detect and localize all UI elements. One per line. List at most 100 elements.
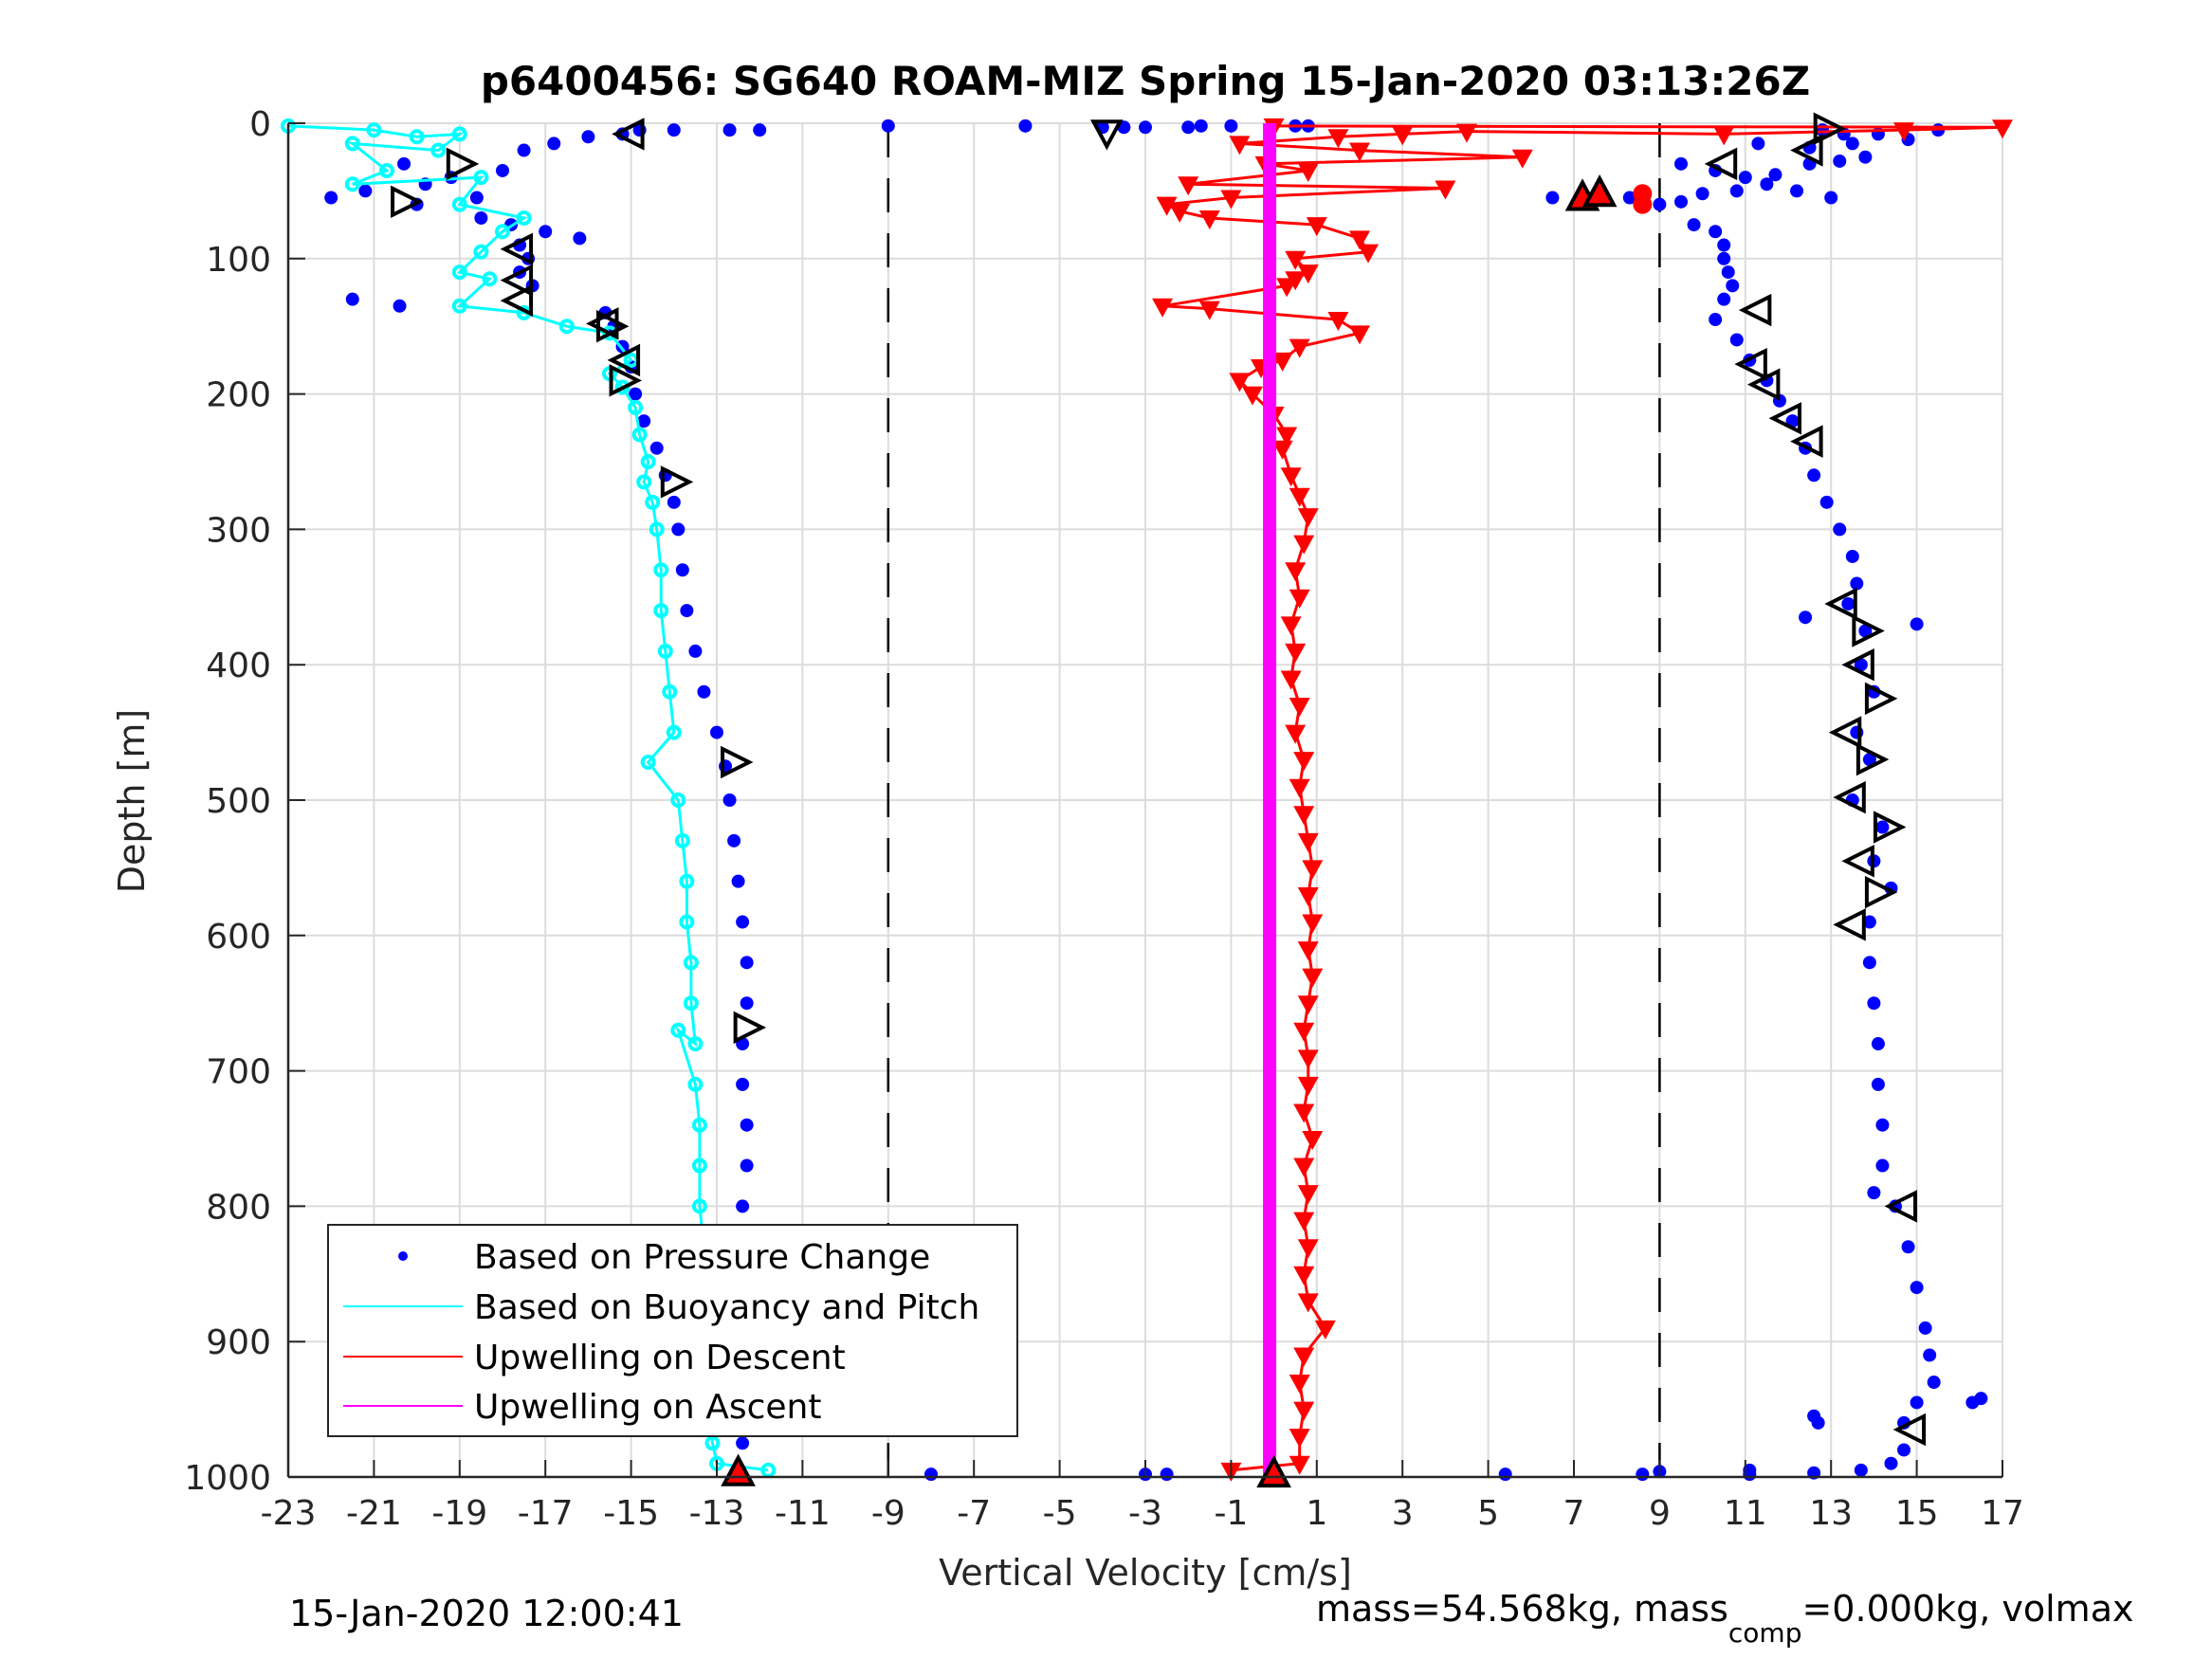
pressure-point (1729, 184, 1744, 198)
pressure-point (649, 441, 664, 455)
descent-upwelling-point (1314, 1320, 1336, 1340)
legend: Based on Pressure Change Based on Buoyan… (327, 1224, 1018, 1437)
descent-upwelling-point (1289, 487, 1310, 507)
y-tick-label: 0 (249, 105, 271, 144)
pressure-point (1867, 996, 1881, 1011)
turn-right-marker (1873, 811, 1907, 844)
descent-upwelling-point (1156, 196, 1178, 216)
footer-mass-main: mass=54.568kg, mass (1316, 1588, 1728, 1630)
pressure-point (1768, 168, 1782, 182)
descent-upwelling-point (1289, 1455, 1310, 1475)
turn-left-marker (1841, 845, 1874, 878)
descent-upwelling-point (1297, 264, 1319, 284)
descent-upwelling-point (1293, 752, 1315, 772)
pressure-point (637, 414, 651, 428)
descent-upwelling-point (1229, 136, 1251, 155)
descent-upwelling-point (1297, 832, 1319, 852)
pressure-point (1709, 313, 1723, 327)
buoyancy-point (430, 142, 447, 158)
descent-upwelling-point (1285, 724, 1307, 744)
footer-mass-info: mass=54.568kg, masscomp=0.000kg, volmax (1316, 1588, 2133, 1649)
descent-upwelling-point (1242, 386, 1263, 406)
turn-left-marker (1892, 1413, 1927, 1447)
turn-right-marker (1852, 614, 1885, 647)
apogee-marker (1581, 174, 1618, 208)
pressure-point (581, 130, 595, 144)
descent-upwelling-point (1302, 1131, 1324, 1150)
pressure-point (1867, 1186, 1881, 1200)
pressure-point (710, 725, 723, 739)
pressure-point (667, 495, 681, 509)
pressure-point (393, 299, 407, 313)
buoyancy-point (670, 1022, 686, 1038)
x-tick-label: 9 (1649, 1494, 1671, 1533)
pressure-point (1194, 118, 1208, 133)
descent-upwelling-point (1297, 162, 1319, 182)
pressure-point (1923, 1348, 1937, 1362)
dive-start-marker (1089, 119, 1124, 151)
buoyancy-point (691, 1198, 707, 1214)
pressure-point (1845, 549, 1859, 563)
pressure-point (1181, 120, 1196, 135)
pressure-point (731, 874, 745, 888)
pressure-point (1018, 118, 1033, 133)
pressure-point (722, 793, 737, 807)
legend-swatch-pressure (398, 1251, 408, 1261)
turn-right-marker (609, 364, 643, 397)
pressure-point (740, 996, 754, 1011)
buoyancy-point (662, 684, 678, 700)
descent-upwelling-point (1289, 589, 1310, 609)
footer-mass-rest: =0.000kg, volmax (1801, 1588, 2133, 1630)
buoyancy-point (679, 873, 695, 889)
pressure-point (1695, 187, 1709, 201)
x-tick-label: 1 (1306, 1494, 1327, 1533)
descent-upwelling-point (1293, 1022, 1315, 1042)
pressure-point (1901, 1240, 1915, 1254)
buoyancy-point (687, 1076, 704, 1092)
buoyancy-point (645, 494, 661, 510)
x-tick-label: -3 (1128, 1494, 1162, 1533)
pressure-point (736, 915, 750, 929)
pressure-point (1974, 1392, 1988, 1406)
pressure-point (1807, 468, 1821, 483)
descent-upwelling-point (1229, 373, 1251, 392)
descent-upwelling-point (1297, 886, 1319, 906)
pressure-point (1139, 120, 1152, 135)
descent-upwelling-point (1327, 129, 1349, 149)
y-tick-label: 900 (206, 1323, 271, 1362)
descent-upwelling-point (1152, 298, 1174, 318)
pressure-point (675, 563, 689, 577)
descent-upwelling-point (1276, 427, 1298, 447)
descent-upwelling-point (1302, 860, 1324, 880)
turn-right-marker (1856, 742, 1890, 776)
pressure-point (1875, 1158, 1890, 1173)
legend-box (327, 1224, 1018, 1437)
descent-upwelling-point (1293, 1266, 1315, 1285)
bottom-marker (1256, 1454, 1291, 1488)
descent-upwelling-point (1271, 352, 1293, 372)
descent-upwelling-point (1198, 210, 1220, 229)
pressure-point (1833, 154, 1847, 168)
pressure-point (740, 1158, 754, 1173)
descent-upwelling-point (1349, 142, 1370, 162)
x-tick-label: -1 (1214, 1494, 1248, 1533)
buoyancy-point (451, 196, 467, 212)
buoyancy-point (451, 264, 467, 281)
pressure-point (924, 1468, 938, 1482)
pressure-point (1819, 495, 1834, 509)
pressure-point (358, 184, 373, 198)
buoyancy-point (558, 319, 575, 335)
pressure-point (1717, 238, 1731, 252)
pressure-point (1862, 915, 1876, 929)
turn-right-marker (1813, 112, 1847, 145)
pressure-point (1653, 197, 1667, 211)
pressure-point (1850, 576, 1864, 591)
buoyancy-point (636, 474, 652, 490)
descent-upwelling-point (1293, 1158, 1315, 1177)
descent-upwelling-point (1285, 643, 1307, 663)
descent-upwelling-point (1289, 1429, 1310, 1449)
buoyancy-point (704, 1435, 721, 1451)
x-tick-labels: -23 -21 -19 -17 -15 -13 -11 -9 -7 -5 -3 -1 1 3 5 7 9 11 13… (261, 1494, 2024, 1533)
pressure-point (671, 522, 686, 537)
